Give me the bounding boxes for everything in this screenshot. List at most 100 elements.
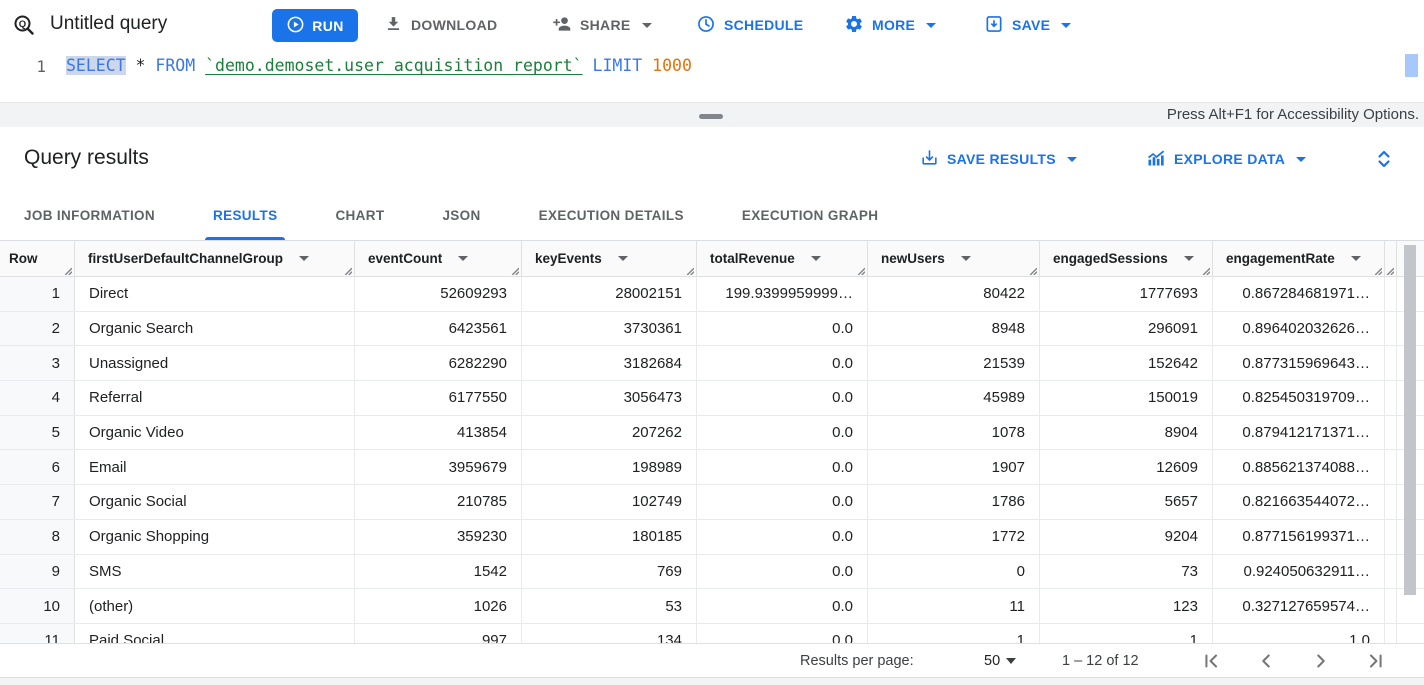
cell-engagementRate: 0.896402032626… bbox=[1213, 311, 1385, 346]
cell-engagedSessions: 8904 bbox=[1040, 415, 1213, 450]
first-page-button[interactable] bbox=[1200, 650, 1222, 672]
column-header-engagementRate[interactable]: engagementRate bbox=[1213, 241, 1385, 276]
column-resize-handle[interactable] bbox=[1027, 263, 1038, 276]
table-row: 2 Organic Search 6423561 3730361 0.0 8948 2960… bbox=[0, 311, 1424, 347]
column-menu-icon[interactable] bbox=[1350, 256, 1361, 261]
table-row: 6 Email 3959679 198989 0.0 1907 12609 0.8856213… bbox=[0, 450, 1424, 486]
results-table: Row firstUserDefaultChannelGroup eventCoun… bbox=[0, 241, 1424, 643]
cell-newUsers: 0 bbox=[868, 554, 1040, 589]
cell-overflow bbox=[1385, 485, 1397, 519]
cell-engagedSessions: 9204 bbox=[1040, 519, 1213, 554]
cell-eventCount: 997 bbox=[355, 623, 522, 643]
sql-token: SELECT bbox=[66, 56, 126, 75]
cell-totalRevenue: 0.0 bbox=[697, 346, 868, 381]
tab-json[interactable]: JSON bbox=[442, 191, 480, 240]
last-page-button[interactable] bbox=[1365, 650, 1387, 672]
column-label: engagedSessions bbox=[1053, 251, 1168, 266]
schedule-button[interactable]: SCHEDULE bbox=[696, 0, 803, 50]
run-button-label: RUN bbox=[312, 17, 344, 34]
cell-keyEvents: 3182684 bbox=[522, 346, 697, 381]
accessibility-hint: Press Alt+F1 for Accessibility Options. bbox=[1166, 106, 1419, 123]
save-icon bbox=[984, 14, 1004, 37]
cell-eventCount: 52609293 bbox=[355, 277, 522, 311]
row-number: 2 bbox=[0, 311, 75, 346]
chevron-down-icon bbox=[1061, 22, 1072, 28]
column-resize-handle[interactable] bbox=[509, 263, 520, 276]
column-menu-icon[interactable] bbox=[1183, 256, 1194, 261]
expand-results-icon[interactable] bbox=[1372, 147, 1396, 171]
share-button[interactable]: SHARE bbox=[552, 0, 652, 50]
column-resize-handle[interactable] bbox=[342, 263, 353, 276]
tab-chart[interactable]: CHART bbox=[335, 191, 384, 240]
column-menu-icon[interactable] bbox=[810, 256, 821, 261]
cell-firstUserDefaultChannelGroup: Direct bbox=[75, 277, 355, 311]
cell-totalRevenue: 0.0 bbox=[697, 415, 868, 450]
cell-eventCount: 6177550 bbox=[355, 381, 522, 415]
column-header-eventCount[interactable]: eventCount bbox=[355, 241, 522, 276]
save-button-label: SAVE bbox=[1012, 17, 1051, 33]
table-scrollbar[interactable] bbox=[1404, 245, 1416, 595]
sql-token: * bbox=[135, 56, 146, 75]
column-header-Row[interactable]: Row bbox=[0, 241, 75, 276]
editor-scrollbar[interactable] bbox=[1405, 54, 1418, 77]
column-menu-icon[interactable] bbox=[960, 256, 971, 261]
cell-overflow bbox=[1385, 311, 1397, 346]
row-number: 8 bbox=[0, 519, 75, 554]
column-label: newUsers bbox=[881, 251, 945, 266]
column-resize-handle[interactable] bbox=[855, 263, 866, 276]
more-button[interactable]: MORE bbox=[844, 0, 937, 50]
cell-totalRevenue: 0.0 bbox=[697, 589, 868, 623]
column-header-firstUserDefaultChannelGroup[interactable]: firstUserDefaultChannelGroup bbox=[75, 241, 355, 276]
person-add-icon bbox=[552, 14, 572, 37]
run-button[interactable]: RUN bbox=[272, 9, 358, 42]
column-header-newUsers[interactable]: newUsers bbox=[868, 241, 1040, 276]
cell-keyEvents: 769 bbox=[522, 554, 697, 589]
cell-keyEvents: 207262 bbox=[522, 415, 697, 450]
chevron-down-icon bbox=[1066, 156, 1077, 162]
cell-engagedSessions: 73 bbox=[1040, 554, 1213, 589]
next-page-button[interactable] bbox=[1310, 650, 1332, 672]
gear-icon bbox=[844, 14, 864, 37]
row-number: 3 bbox=[0, 346, 75, 381]
column-header-keyEvents[interactable]: keyEvents bbox=[522, 241, 697, 276]
page-size-select[interactable]: 50 bbox=[984, 644, 1017, 678]
panel-resize-handle[interactable] bbox=[699, 114, 723, 119]
column-resize-handle[interactable] bbox=[62, 263, 73, 276]
tab-job-information[interactable]: JOB INFORMATION bbox=[24, 191, 155, 240]
column-label: keyEvents bbox=[535, 251, 602, 266]
cell-overflow bbox=[1385, 381, 1397, 415]
column-menu-icon[interactable] bbox=[299, 256, 310, 261]
column-resize-handle[interactable] bbox=[1200, 263, 1211, 276]
save-results-button[interactable]: SAVE RESULTS bbox=[920, 127, 1077, 191]
tab-execution-graph[interactable]: EXECUTION GRAPH bbox=[742, 191, 879, 240]
column-menu-icon[interactable] bbox=[617, 256, 628, 261]
column-header-engagedSessions[interactable]: engagedSessions bbox=[1040, 241, 1213, 276]
cell-newUsers: 1 bbox=[868, 623, 1040, 643]
cell-engagementRate: 0.879412171371… bbox=[1213, 415, 1385, 450]
previous-page-button[interactable] bbox=[1255, 650, 1277, 672]
sql-table-link[interactable]: `demo.demoset.user_acquisition_report` bbox=[205, 56, 583, 75]
tab-results[interactable]: RESULTS bbox=[205, 191, 286, 240]
sql-token: LIMIT bbox=[592, 56, 643, 75]
clock-icon bbox=[696, 14, 716, 37]
cell-engagedSessions: 123 bbox=[1040, 589, 1213, 623]
row-number: 1 bbox=[0, 277, 75, 311]
tab-execution-details[interactable]: EXECUTION DETAILS bbox=[539, 191, 684, 240]
sql-token bbox=[583, 56, 593, 75]
cell-firstUserDefaultChannelGroup: Paid Social bbox=[75, 623, 355, 643]
column-menu-icon[interactable] bbox=[458, 256, 469, 261]
explore-data-label: EXPLORE DATA bbox=[1174, 151, 1286, 167]
explore-data-button[interactable]: EXPLORE DATA bbox=[1146, 127, 1307, 191]
share-button-label: SHARE bbox=[580, 17, 631, 33]
column-resize-handle[interactable] bbox=[684, 263, 695, 276]
save-results-label: SAVE RESULTS bbox=[947, 151, 1056, 167]
column-resize-handle[interactable] bbox=[1372, 263, 1383, 276]
cell-engagedSessions: 296091 bbox=[1040, 311, 1213, 346]
sql-editor[interactable]: 1 SELECT * FROM `demo.demoset.user_acqui… bbox=[0, 50, 1424, 102]
save-button[interactable]: SAVE bbox=[984, 0, 1072, 50]
column-resize-handle[interactable] bbox=[1384, 263, 1395, 276]
download-button[interactable]: DOWNLOAD bbox=[384, 0, 497, 50]
cell-firstUserDefaultChannelGroup: Organic Video bbox=[75, 415, 355, 450]
column-header-totalRevenue[interactable]: totalRevenue bbox=[697, 241, 868, 276]
